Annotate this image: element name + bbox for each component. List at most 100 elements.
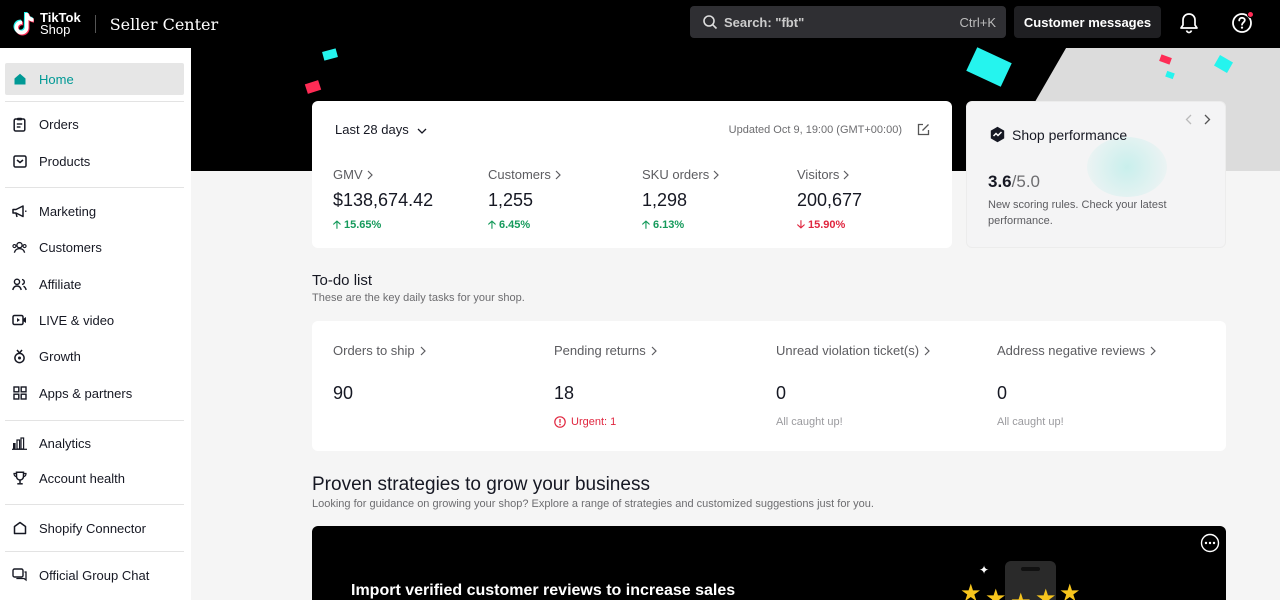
sidebar-divider (5, 101, 184, 102)
sparkle-icon: ✦ (979, 563, 990, 577)
star-icon: ★ (985, 585, 1007, 600)
todo-unread-violation-tickets[interactable]: Unread violation ticket(s) 0 All caught … (776, 343, 930, 428)
logo-wordmark: TikTok Shop (40, 11, 81, 37)
sidebar-item-live-video[interactable]: LIVE & video (5, 304, 184, 336)
search-shortcut: Ctrl+K (959, 14, 996, 30)
todo-value: 0 (776, 383, 787, 403)
chevron-right-icon (367, 170, 373, 180)
notifications-bell-icon[interactable] (1179, 12, 1199, 39)
todo-address-negative-reviews[interactable]: Address negative reviews 0 All caught up… (997, 343, 1156, 428)
stat-visitors[interactable]: Visitors 200,677 🡣 15.90% (797, 167, 862, 235)
banner-title: Import verified customer reviews to incr… (351, 582, 736, 599)
stat-sku-orders[interactable]: SKU orders 1,298 🡡 6.13% (642, 167, 720, 235)
sidebar-item-growth[interactable]: Growth (5, 340, 184, 372)
todo-subtitle: These are the key daily tasks for your s… (312, 292, 525, 304)
sidebar-divider (5, 420, 184, 421)
warning-circle-icon (554, 416, 566, 428)
megaphone-icon (12, 204, 27, 218)
sidebar-item-label: Account health (39, 470, 126, 486)
strategy-banner[interactable]: Import verified customer reviews to incr… (312, 526, 1226, 600)
chevron-left-icon[interactable] (1185, 112, 1192, 128)
todo-pending-returns[interactable]: Pending returns 18 Urgent: 1 (554, 343, 657, 428)
bar-chart-icon (12, 436, 27, 450)
date-range-label: Last 28 days (335, 122, 409, 137)
stat-value: 1,298 (642, 190, 688, 210)
todo-title: To-do list (312, 272, 373, 289)
stat-change: 15.65% (343, 219, 382, 231)
sidebar-item-label: Analytics (39, 435, 92, 451)
shop-performance-card[interactable]: Shop performance 3.6/5.0 New scoring rul… (966, 101, 1226, 248)
edit-icon[interactable] (917, 123, 930, 141)
sidebar-item-label: Official Group Chat (39, 567, 150, 583)
app-title: Seller Center (109, 14, 219, 34)
search-placeholder: Search: "fbt" (724, 14, 805, 30)
sidebar-item-marketing[interactable]: Marketing (5, 195, 184, 227)
more-options-icon[interactable] (1200, 533, 1220, 558)
stat-label: Visitors (797, 167, 840, 182)
box-icon (12, 154, 27, 168)
stat-label: SKU orders (642, 167, 710, 182)
sidebar-item-label: Shopify Connector (39, 520, 146, 536)
chevron-down-icon (417, 122, 427, 137)
sidebar-item-label: Home (39, 71, 74, 87)
sidebar-item-customers[interactable]: Customers (5, 231, 184, 263)
chevron-right-icon (420, 346, 426, 356)
todo-label: Unread violation ticket(s) (776, 343, 920, 358)
stats-card: Last 28 days Updated Oct 9, 19:00 (GMT+0… (312, 101, 952, 248)
stat-label: GMV (333, 167, 363, 182)
sidebar-item-orders[interactable]: Orders (5, 108, 184, 140)
star-icon: ★ (1035, 585, 1057, 600)
chevron-right-icon (843, 170, 850, 180)
top-bar: TikTok Shop Seller Center Search: "fbt" … (0, 0, 1280, 48)
logo-divider (94, 15, 96, 33)
users-icon (12, 241, 27, 254)
sidebar-item-apps-partners[interactable]: Apps & partners (5, 377, 184, 409)
perf-glow-decoration (1087, 137, 1167, 197)
sidebar-item-analytics[interactable]: Analytics (5, 427, 184, 459)
stat-change: 15.90% (807, 219, 846, 231)
stat-label: Customers (488, 167, 551, 182)
customer-messages-button[interactable]: Customer messages (1014, 6, 1161, 38)
sidebar-item-official-group-chat[interactable]: Official Group Chat (5, 559, 184, 591)
updated-timestamp: Updated Oct 9, 19:00 (GMT+00:00) (728, 124, 902, 136)
sidebar-item-label: Marketing (39, 203, 97, 219)
todo-orders-to-ship[interactable]: Orders to ship 90 (333, 343, 426, 404)
date-range-select[interactable]: Last 28 days (335, 122, 427, 137)
sidebar-item-label: Affiliate (39, 276, 82, 292)
todo-label: Address negative reviews (997, 343, 1146, 358)
performance-title: Shop performance (1012, 126, 1128, 143)
todo-value: 0 (997, 383, 1008, 403)
tiktok-shop-logo[interactable]: TikTok Shop (12, 11, 81, 37)
chevron-right-icon (555, 170, 561, 180)
stat-value: 1,255 (488, 190, 534, 210)
sidebar-divider (5, 551, 184, 552)
chevron-right-icon (651, 346, 657, 356)
arrow-down-icon: 🡣 (797, 219, 805, 231)
sidebar-item-home[interactable]: Home (5, 63, 184, 95)
chat-icon (12, 568, 27, 582)
todo-label: Pending returns (554, 343, 646, 358)
sidebar-item-affiliate[interactable]: Affiliate (5, 268, 184, 300)
chevron-right-icon[interactable] (1204, 112, 1211, 128)
strategies-subtitle: Looking for guidance on growing your sho… (312, 498, 874, 510)
search-bar[interactable]: Search: "fbt" Ctrl+K (690, 6, 1006, 38)
performance-description: New scoring rules. Check your latest per… (988, 199, 1167, 227)
sidebar-item-shopify-connector[interactable]: Shopify Connector (5, 512, 184, 544)
help-icon[interactable] (1231, 11, 1254, 39)
strategies-title: Proven strategies to grow your business (312, 474, 650, 495)
performance-score: 3.6 (988, 172, 1012, 191)
stat-gmv[interactable]: GMV $138,674.42 🡡 15.65% (333, 167, 433, 235)
star-icon: ★ (960, 580, 982, 600)
sidebar-item-products[interactable]: Products (5, 145, 184, 177)
logo-line2: Shop (40, 22, 71, 37)
todo-note: All caught up! (776, 416, 843, 428)
sidebar-item-account-health[interactable]: Account health (5, 462, 184, 494)
stat-customers[interactable]: Customers 1,255 🡡 6.45% (488, 167, 561, 235)
tiktok-logo-icon (13, 12, 34, 36)
clipboard-icon (12, 117, 27, 132)
trophy-icon (12, 471, 27, 485)
star-icon: ★ (1059, 580, 1081, 600)
arrow-up-icon: 🡡 (333, 219, 341, 231)
sidebar: Home Orders Products Marketing Customers… (0, 48, 191, 600)
sidebar-divider (5, 504, 184, 505)
